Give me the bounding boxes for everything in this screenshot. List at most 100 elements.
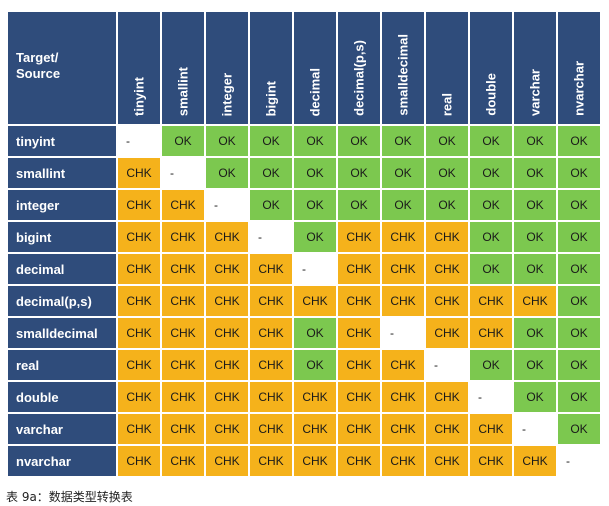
table-cell: OK [556, 412, 602, 446]
table-cell: - [424, 348, 470, 382]
column-header-label: decimal(p,s) [351, 40, 367, 116]
table-cell: CHK [116, 156, 162, 190]
conversion-table: Target/ Source tinyint smallint integer big… [6, 10, 602, 478]
row-header-label: smallint [6, 156, 118, 190]
table-cell: CHK [116, 348, 162, 382]
column-header-3: bigint [248, 10, 294, 126]
table-cell: CHK [248, 444, 294, 478]
table-cell: CHK [160, 412, 206, 446]
column-header-1: smallint [160, 10, 206, 126]
table-cell: CHK [204, 444, 250, 478]
table-cell: - [380, 316, 426, 350]
header-row: Target/ Source tinyint smallint integer big… [6, 10, 602, 126]
column-header-8: double [468, 10, 514, 126]
table-cell: CHK [204, 252, 250, 286]
table-cell: CHK [116, 188, 162, 222]
table-cell: CHK [204, 316, 250, 350]
table-cell: CHK [248, 284, 294, 318]
table-cell: CHK [160, 316, 206, 350]
table-cell: - [512, 412, 558, 446]
table-cell: OK [292, 316, 338, 350]
row-header-label: decimal [6, 252, 118, 286]
row-header-label: smalldecimal [6, 316, 118, 350]
table-cell: CHK [512, 284, 558, 318]
table-cell: OK [468, 348, 514, 382]
table-cell: CHK [160, 188, 206, 222]
table-cell: CHK [292, 284, 338, 318]
table-cell: CHK [380, 412, 426, 446]
table-cell: CHK [380, 220, 426, 254]
table-cell: OK [160, 124, 206, 158]
table-cell: CHK [248, 252, 294, 286]
table-cell: CHK [468, 284, 514, 318]
table-cell: CHK [160, 380, 206, 414]
column-header-label: smalldecimal [395, 34, 411, 116]
table-cell: - [204, 188, 250, 222]
column-header-9: varchar [512, 10, 558, 126]
table-cell: CHK [116, 316, 162, 350]
table-cell: CHK [336, 316, 382, 350]
table-cell: CHK [424, 380, 470, 414]
column-header-label: varchar [527, 69, 543, 116]
table-cell: OK [556, 380, 602, 414]
table-cell: OK [248, 124, 294, 158]
column-header-10: nvarchar [556, 10, 602, 126]
table-cell: OK [292, 124, 338, 158]
row-header-label: integer [6, 188, 118, 222]
table-row: tinyint - OK OK OK OK OK OK OK OK OK OK [6, 124, 602, 158]
table-cell: OK [424, 156, 470, 190]
table-cell: CHK [248, 412, 294, 446]
table-cell: OK [380, 124, 426, 158]
table-cell: OK [468, 124, 514, 158]
table-cell: CHK [336, 412, 382, 446]
table-cell: CHK [380, 348, 426, 382]
table-cell: CHK [248, 380, 294, 414]
table-cell: - [248, 220, 294, 254]
table-cell: CHK [116, 252, 162, 286]
table-cell: OK [204, 124, 250, 158]
row-header-label: decimal(p,s) [6, 284, 118, 318]
table-cell: OK [512, 252, 558, 286]
table-cell: CHK [468, 444, 514, 478]
table-cell: CHK [336, 380, 382, 414]
table-cell: OK [292, 348, 338, 382]
table-cell: CHK [468, 316, 514, 350]
column-header-label: smallint [175, 66, 191, 116]
table-cell: OK [512, 380, 558, 414]
table-row: smalldecimal CHK CHK CHK CHK OK CHK - CHK CHK OK OK [6, 316, 602, 350]
table-cell: CHK [424, 220, 470, 254]
table-cell: CHK [204, 220, 250, 254]
table-cell: OK [336, 188, 382, 222]
table-cell: CHK [116, 220, 162, 254]
table-cell: CHK [116, 412, 162, 446]
table-cell: OK [556, 284, 602, 318]
table-row: real CHK CHK CHK CHK OK CHK CHK - OK OK OK [6, 348, 602, 382]
table-cell: CHK [468, 412, 514, 446]
table-row: decimal(p,s) CHK CHK CHK CHK CHK CHK CHK CHK CHK C… [6, 284, 602, 318]
table-cell: OK [424, 188, 470, 222]
column-header-label: decimal [307, 67, 323, 116]
table-cell: CHK [424, 284, 470, 318]
table-cell: - [160, 156, 206, 190]
column-header-label: bigint [263, 80, 279, 116]
table-cell: - [116, 124, 162, 158]
table-cell: CHK [380, 380, 426, 414]
column-header-2: integer [204, 10, 250, 126]
table-cell: CHK [204, 412, 250, 446]
table-body: tinyint - OK OK OK OK OK OK OK OK OK OK smallint CHK -… [6, 124, 602, 478]
table-row: nvarchar CHK CHK CHK CHK CHK CHK CHK CHK CHK CHK - [6, 444, 602, 478]
table-row: varchar CHK CHK CHK CHK CHK CHK CHK CHK CHK - OK [6, 412, 602, 446]
column-header-5: decimal(p,s) [336, 10, 382, 126]
table-cell: CHK [512, 444, 558, 478]
table-cell: OK [556, 124, 602, 158]
table-cell: CHK [380, 284, 426, 318]
table-cell: CHK [380, 444, 426, 478]
table-cell: CHK [424, 252, 470, 286]
table-cell: OK [556, 252, 602, 286]
table-cell: OK [468, 188, 514, 222]
table-cell: CHK [160, 444, 206, 478]
table-cell: OK [424, 124, 470, 158]
table-cell: OK [512, 220, 558, 254]
table-cell: CHK [424, 316, 470, 350]
